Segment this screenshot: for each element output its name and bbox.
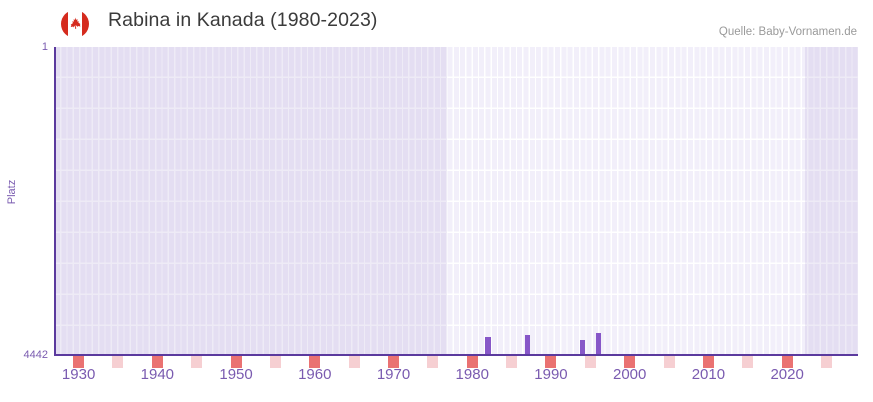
horizontal-gridlines: [55, 47, 858, 355]
flag-band-right: [82, 10, 89, 38]
x-axis-marker-minor: [821, 356, 832, 368]
flag-band-left: [61, 10, 68, 38]
y-axis-title: Platz: [6, 179, 18, 205]
y-axis-line: [54, 47, 56, 356]
chart-header: Rabina in Kanada (1980-2023) Quelle: Bab…: [0, 0, 873, 46]
canada-flag-icon: [61, 10, 89, 38]
x-axis-marker-minor: [584, 356, 596, 368]
x-axis-marker-major: [545, 356, 557, 368]
x-axis-marker-major: [73, 356, 85, 368]
x-tick-label: 1980: [455, 366, 489, 383]
x-axis-line: [54, 354, 858, 356]
bar: [524, 334, 531, 355]
x-axis-marker-minor: [191, 356, 203, 368]
y-tick-bottom: 4442: [23, 349, 48, 361]
out-of-range-shading-right: [805, 47, 858, 355]
x-axis-marker-major: [309, 356, 321, 368]
x-tick-label: 1960: [298, 366, 332, 383]
x-tick-label: 2000: [613, 366, 647, 383]
page-title: Rabina in Kanada (1980-2023): [108, 9, 378, 31]
x-axis-marker-minor: [269, 356, 281, 368]
x-axis-marker-major: [702, 356, 714, 368]
x-axis-marker-minor: [112, 356, 124, 368]
x-axis-marker-major: [781, 356, 793, 368]
maple-leaf-icon: [70, 17, 81, 29]
x-axis-marker-major: [388, 356, 400, 368]
x-tick-label: 1930: [61, 366, 96, 383]
source-label: Quelle: Baby-Vornamen.de: [718, 26, 857, 38]
bar: [579, 340, 586, 355]
x-axis-marker-minor: [742, 356, 754, 368]
x-tick-label: 1950: [219, 366, 253, 383]
x-axis-marker-major: [151, 356, 163, 368]
x-tick-label: 1970: [376, 366, 411, 383]
x-axis-marker-major: [230, 356, 242, 368]
x-tick-label: 2010: [691, 366, 726, 383]
x-axis-marker-major: [466, 356, 478, 368]
bar: [595, 332, 602, 355]
x-tick-label: 1990: [534, 366, 568, 383]
x-axis-marker-major: [624, 356, 636, 368]
bar: [485, 336, 491, 355]
x-tick-label: 2020: [770, 366, 804, 383]
out-of-range-shading-left: [55, 47, 447, 355]
x-axis-marker-minor: [427, 356, 439, 368]
x-tick-label: 1940: [140, 366, 175, 383]
x-axis-marker-minor: [348, 356, 360, 368]
plot-area: [55, 47, 858, 355]
y-tick-top: 1: [41, 41, 48, 53]
x-axis-marker-minor: [663, 356, 675, 368]
x-axis-marker-minor: [506, 356, 518, 368]
